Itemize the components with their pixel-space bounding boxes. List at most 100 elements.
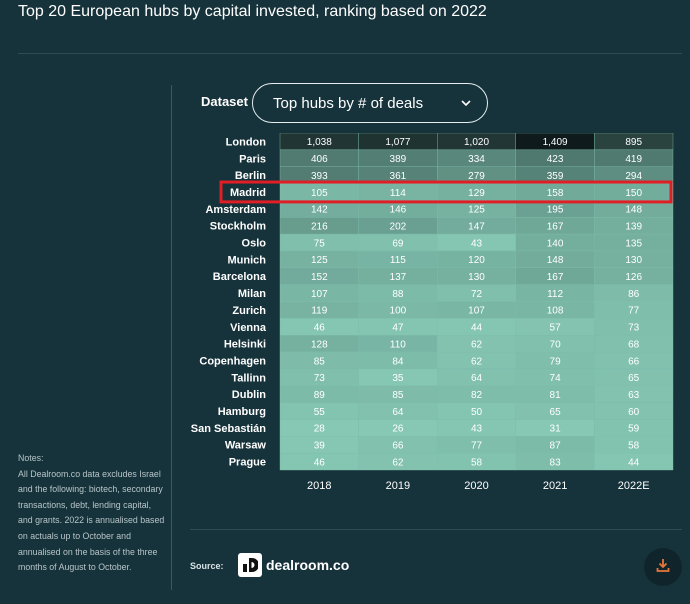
cell-value: 87 <box>550 441 562 452</box>
cell-value: 46 <box>314 323 326 334</box>
cell-value: 58 <box>628 441 640 452</box>
cell-value: 419 <box>625 154 642 165</box>
cell-value: 62 <box>471 356 483 367</box>
cell-value: 65 <box>628 373 640 384</box>
cell-value: 55 <box>314 407 326 418</box>
cell-value: 66 <box>392 441 404 452</box>
footer-divider <box>190 529 682 530</box>
cell-value: 62 <box>471 339 483 350</box>
cell-value: 105 <box>311 188 328 199</box>
cell-value: 152 <box>311 272 328 283</box>
notes: Notes: All Dealroom.co data excludes Isr… <box>18 451 168 576</box>
cell-value: 120 <box>468 255 485 266</box>
row-label: Berlin <box>235 170 266 182</box>
row-label: Oslo <box>242 238 267 250</box>
cell-value: 35 <box>392 373 404 384</box>
row-label: Copenhagen <box>199 355 266 367</box>
cell-value: 44 <box>471 323 483 334</box>
cell-value: 44 <box>628 457 640 468</box>
cell-value: 406 <box>311 154 328 165</box>
cell-value: 50 <box>471 407 483 418</box>
cell-value: 130 <box>468 272 485 283</box>
row-label: Vienna <box>230 322 267 334</box>
cell-value: 167 <box>547 272 564 283</box>
cell-value: 128 <box>311 339 328 350</box>
cell-value: 79 <box>550 356 562 367</box>
cell-value: 47 <box>392 323 404 334</box>
cell-value: 334 <box>468 154 485 165</box>
cell-value: 62 <box>392 457 404 468</box>
row-label: Madrid <box>230 187 266 199</box>
column-label: 2021 <box>543 480 567 492</box>
cell-value: 107 <box>311 289 328 300</box>
cell-value: 140 <box>547 238 564 249</box>
column-label: 2022E <box>618 480 650 492</box>
cell-value: 1,038 <box>307 137 332 148</box>
cell-value: 1,409 <box>543 137 568 148</box>
cell-value: 69 <box>392 238 404 249</box>
cell-value: 77 <box>471 441 483 452</box>
cell-value: 279 <box>468 171 485 182</box>
row-label: Hamburg <box>218 406 266 418</box>
vertical-divider <box>171 85 172 590</box>
cell-value: 88 <box>392 289 404 300</box>
cell-value: 895 <box>625 137 642 148</box>
cell-value: 83 <box>550 457 562 468</box>
cell-value: 158 <box>547 188 564 199</box>
dealroom-logo-icon <box>238 553 262 577</box>
cell-value: 142 <box>311 205 328 216</box>
cell-value: 73 <box>314 373 326 384</box>
row-label: Barcelona <box>213 271 267 283</box>
cell-value: 68 <box>628 339 640 350</box>
cell-value: 75 <box>314 238 326 249</box>
cell-value: 146 <box>390 205 407 216</box>
cell-value: 65 <box>550 407 562 418</box>
cell-value: 85 <box>392 390 404 401</box>
highlight-box <box>219 180 673 204</box>
cell-value: 137 <box>390 272 407 283</box>
column-label: 2018 <box>307 480 331 492</box>
cell-value: 70 <box>550 339 562 350</box>
cell-value: 39 <box>314 441 326 452</box>
cell-value: 130 <box>625 255 642 266</box>
cell-value: 89 <box>314 390 326 401</box>
dataset-dropdown[interactable]: Top hubs by # of deals <box>252 83 488 123</box>
cell-value: 43 <box>471 238 483 249</box>
cell-value: 167 <box>547 221 564 232</box>
cell-value: 119 <box>311 306 327 317</box>
cell-value: 84 <box>392 356 404 367</box>
cell-value: 423 <box>547 154 564 165</box>
cell-value: 148 <box>547 255 564 266</box>
cell-value: 66 <box>628 356 640 367</box>
download-button[interactable] <box>644 548 682 586</box>
cell-value: 86 <box>628 289 640 300</box>
cell-value: 72 <box>471 289 483 300</box>
dataset-selected-value: Top hubs by # of deals <box>273 94 424 112</box>
cell-value: 359 <box>547 171 564 182</box>
cell-value: 77 <box>628 306 640 317</box>
cell-value: 393 <box>311 171 328 182</box>
row-label: London <box>226 136 267 148</box>
cell-value: 26 <box>392 424 404 435</box>
cell-value: 100 <box>390 306 407 317</box>
dealroom-brand[interactable]: dealroom.co <box>238 553 349 577</box>
cell-value: 46 <box>314 457 326 468</box>
cell-value: 126 <box>625 272 642 283</box>
cell-value: 63 <box>628 390 640 401</box>
cell-value: 82 <box>471 390 483 401</box>
cell-value: 57 <box>550 323 562 334</box>
row-label: Warsaw <box>225 440 267 452</box>
cell-value: 112 <box>547 289 563 300</box>
cell-value: 139 <box>625 221 642 232</box>
row-label: Stockholm <box>210 221 266 233</box>
cell-value: 58 <box>471 457 483 468</box>
row-label: Paris <box>239 153 266 165</box>
cell-value: 74 <box>550 373 562 384</box>
cell-value: 73 <box>628 323 640 334</box>
heatmap-cell <box>594 452 674 471</box>
cell-value: 110 <box>390 339 406 350</box>
top-divider <box>18 53 682 54</box>
cell-value: 85 <box>314 356 326 367</box>
cell-value: 114 <box>390 188 406 199</box>
cell-value: 361 <box>390 171 407 182</box>
